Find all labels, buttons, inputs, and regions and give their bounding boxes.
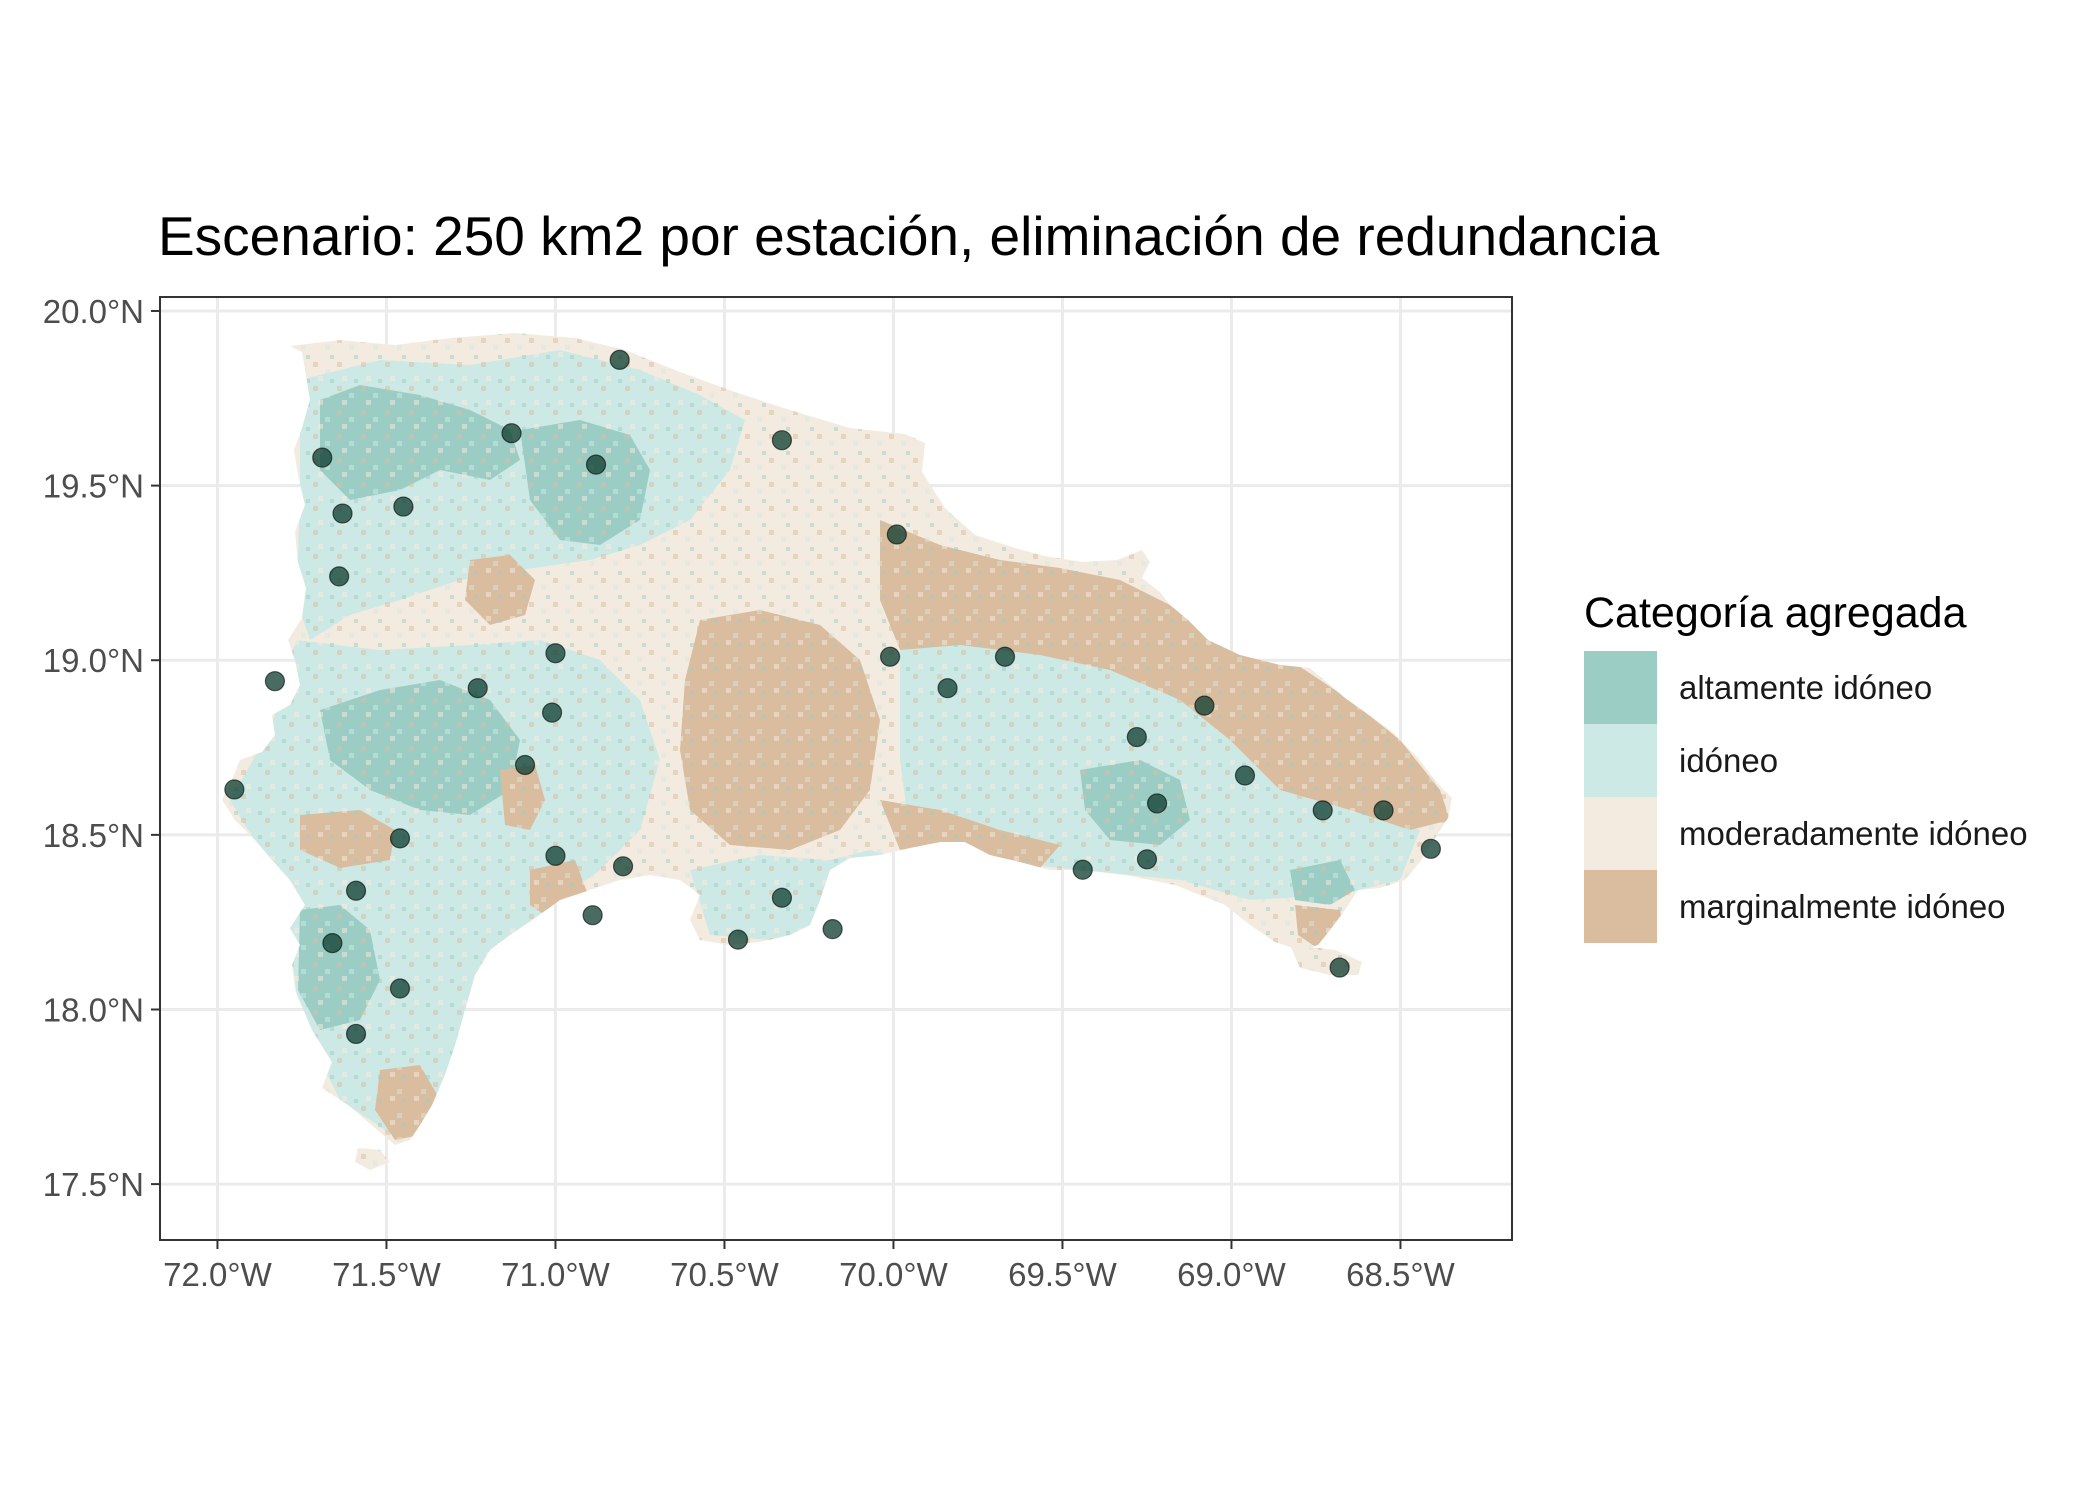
legend-swatch — [1584, 870, 1657, 943]
stations-layer — [224, 349, 1441, 1045]
legend-label: idóneo — [1679, 742, 1778, 779]
station-point — [822, 919, 843, 940]
legend-swatch — [1584, 651, 1657, 724]
station-point — [393, 496, 414, 517]
legend: Categoría agregada altamente idóneo idóne… — [1584, 589, 2028, 943]
station-point — [345, 880, 367, 901]
station-point — [322, 933, 343, 954]
station-point — [332, 503, 353, 524]
station-point — [224, 779, 245, 800]
legend-label: altamente idóneo — [1679, 669, 1932, 706]
station-point — [1126, 726, 1147, 748]
station-point — [389, 828, 411, 849]
x-tick-label: 70.5°W — [670, 1256, 779, 1293]
legend-label: moderadamente idóneo — [1679, 815, 2028, 852]
station-point — [545, 643, 566, 664]
map-title: Escenario: 250 km2 por estación, elimina… — [158, 205, 1660, 267]
station-point — [994, 646, 1016, 667]
x-tick-label: 70.0°W — [839, 1256, 948, 1293]
y-tick-label: 18.0°N — [43, 991, 144, 1028]
station-point — [1136, 849, 1158, 870]
station-point — [886, 524, 907, 545]
y-tick-label: 18.5°N — [43, 817, 144, 854]
station-point — [1420, 838, 1441, 859]
station-point — [541, 702, 563, 723]
station-point — [879, 646, 901, 667]
x-tick-label: 72.0°W — [163, 1256, 272, 1293]
station-point — [389, 978, 411, 999]
station-point — [1312, 800, 1333, 821]
station-point — [771, 887, 793, 908]
station-point — [585, 454, 607, 475]
panel-border — [159, 296, 1513, 1241]
x-tick-label: 68.5°W — [1346, 1256, 1455, 1293]
y-tick-label: 19.5°N — [43, 468, 144, 505]
legend-title: Categoría agregada — [1584, 589, 1967, 637]
station-point — [771, 430, 793, 451]
station-point — [329, 566, 350, 587]
x-tick-label: 71.0°W — [501, 1256, 610, 1293]
station-point — [612, 856, 634, 877]
x-tick-label: 69.0°W — [1177, 1256, 1286, 1293]
station-point — [345, 1023, 367, 1045]
station-point — [582, 905, 603, 926]
y-tick-label: 20.0°N — [43, 293, 144, 330]
station-point — [609, 349, 630, 370]
legend-swatch — [1584, 797, 1657, 870]
station-point — [312, 447, 333, 468]
axes: 72.0°W 71.5°W 71.0°W 70.5°W 70.0°W 69.5°W 69.0… — [43, 293, 1456, 1293]
station-point — [264, 671, 286, 692]
station-point — [1146, 793, 1168, 814]
legend-label: marginalmente idóneo — [1679, 888, 2006, 925]
station-point — [467, 678, 488, 699]
station-point — [514, 754, 536, 776]
station-point — [1373, 800, 1394, 821]
station-point — [1072, 859, 1093, 880]
legend-items: altamente idóneo idóneo moderadamente idón… — [1584, 651, 2028, 943]
x-tick-label: 71.5°W — [332, 1256, 441, 1293]
station-point — [1234, 765, 1256, 786]
station-point — [545, 845, 566, 866]
y-tick-label: 19.0°N — [43, 642, 144, 679]
legend-swatch — [1584, 724, 1657, 797]
station-point — [1329, 957, 1350, 978]
station-point — [1194, 695, 1215, 716]
station-point — [727, 929, 749, 950]
station-point — [501, 423, 522, 444]
x-tick-label: 69.5°W — [1008, 1256, 1117, 1293]
station-point — [937, 678, 958, 699]
y-tick-label: 17.5°N — [43, 1166, 144, 1203]
